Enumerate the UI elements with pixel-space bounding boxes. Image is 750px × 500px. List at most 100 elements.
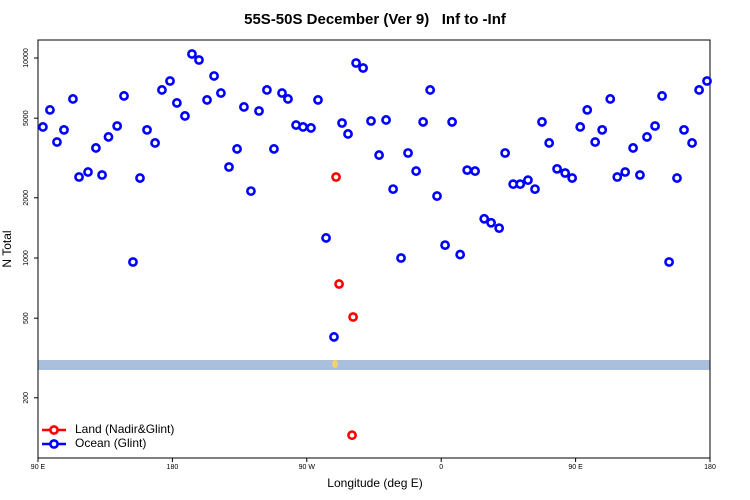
point	[552, 163, 562, 174]
band	[38, 360, 710, 370]
point	[597, 124, 608, 135]
point	[194, 55, 204, 65]
point	[455, 249, 466, 260]
point	[334, 279, 344, 289]
point	[343, 129, 353, 139]
point	[470, 166, 480, 176]
point	[418, 117, 429, 127]
point	[664, 257, 674, 267]
point	[157, 85, 167, 95]
point	[381, 115, 391, 125]
point	[447, 117, 458, 127]
point	[403, 148, 413, 158]
point	[679, 124, 689, 135]
point	[567, 173, 578, 183]
x-tick-label: 180	[704, 464, 716, 471]
legend-label: Land (Nadir&Glint)	[75, 422, 174, 436]
point	[440, 240, 450, 250]
point	[351, 58, 361, 68]
point	[523, 175, 533, 186]
point	[515, 179, 526, 190]
point	[97, 170, 107, 180]
point	[38, 122, 48, 132]
point	[337, 118, 347, 128]
point	[150, 138, 160, 148]
point	[530, 184, 540, 195]
point	[348, 312, 358, 322]
point	[202, 95, 212, 105]
point	[635, 170, 645, 180]
point	[425, 85, 436, 95]
point	[187, 49, 197, 59]
point	[432, 191, 442, 201]
point	[331, 172, 341, 182]
y-tick-label: 5000	[23, 110, 30, 126]
point	[411, 166, 422, 176]
x-tick-label: 180	[167, 464, 179, 471]
point	[582, 105, 593, 115]
point	[642, 132, 652, 142]
point	[91, 143, 101, 153]
y-tick-label: 2000	[23, 190, 30, 206]
point	[283, 94, 293, 104]
point	[694, 85, 704, 95]
y-tick-label: 200	[23, 392, 30, 404]
point	[358, 63, 368, 73]
point	[269, 144, 279, 154]
point	[52, 137, 62, 147]
plot-frame	[37, 39, 711, 459]
x-axis-label: Longitude (deg E)	[327, 476, 422, 490]
point	[254, 106, 264, 116]
point	[313, 95, 323, 105]
point	[672, 173, 682, 183]
point	[119, 91, 129, 101]
point	[329, 332, 339, 342]
chart-title: 55S-50S December (Ver 9) Inf to -Inf	[244, 11, 507, 28]
legend-marker	[49, 439, 59, 449]
point	[537, 117, 547, 127]
x-tick-label: 90 E	[568, 464, 583, 471]
point	[657, 91, 667, 101]
point	[59, 124, 69, 135]
point	[560, 168, 571, 178]
point	[575, 122, 586, 132]
point	[479, 213, 490, 224]
point	[628, 143, 638, 153]
point	[486, 217, 496, 228]
point	[142, 124, 152, 135]
point	[239, 102, 249, 112]
point	[494, 223, 505, 234]
point	[246, 186, 256, 196]
legend-marker	[49, 425, 59, 435]
point	[605, 94, 616, 104]
point	[612, 172, 623, 182]
point	[232, 144, 242, 154]
x-tick-label: 90 E	[31, 464, 46, 471]
point	[180, 111, 190, 121]
point	[366, 116, 376, 126]
point	[462, 165, 473, 176]
point	[388, 184, 399, 195]
point	[171, 98, 182, 108]
point	[500, 148, 511, 158]
point	[396, 253, 406, 263]
point	[74, 172, 84, 182]
point	[374, 150, 384, 160]
point	[298, 122, 308, 132]
point	[277, 88, 287, 98]
y-tick-label: 1000	[23, 250, 30, 266]
x-tick-label: 0	[439, 464, 443, 471]
y-tick-label: 500	[23, 312, 30, 324]
point	[135, 173, 145, 183]
point	[347, 430, 357, 441]
point	[112, 121, 123, 131]
point	[620, 167, 631, 177]
point	[209, 71, 219, 81]
y-axis-label: N Total	[0, 230, 14, 267]
point	[103, 132, 114, 142]
point	[68, 94, 78, 104]
point	[687, 138, 697, 148]
point	[224, 162, 234, 172]
point	[45, 105, 55, 115]
